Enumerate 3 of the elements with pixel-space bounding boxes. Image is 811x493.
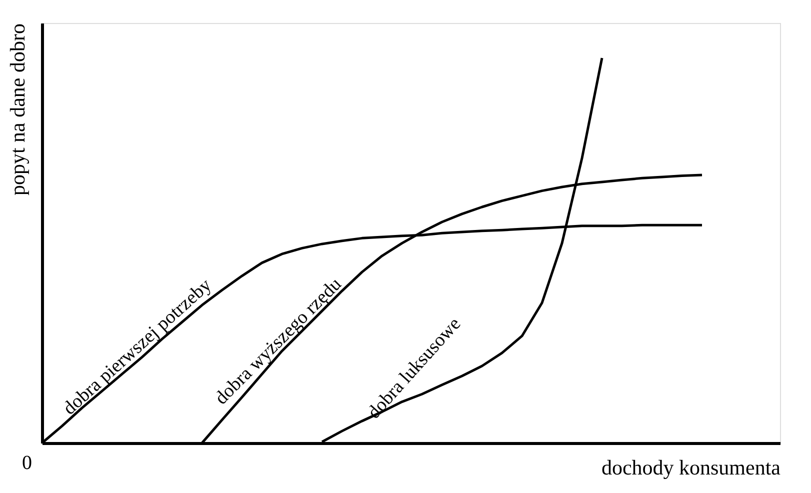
text: 0 <box>22 452 32 474</box>
y-axis-title: popyt na dane dobro <box>6 24 30 196</box>
x-axis-title: dochody konsumenta <box>601 456 782 480</box>
